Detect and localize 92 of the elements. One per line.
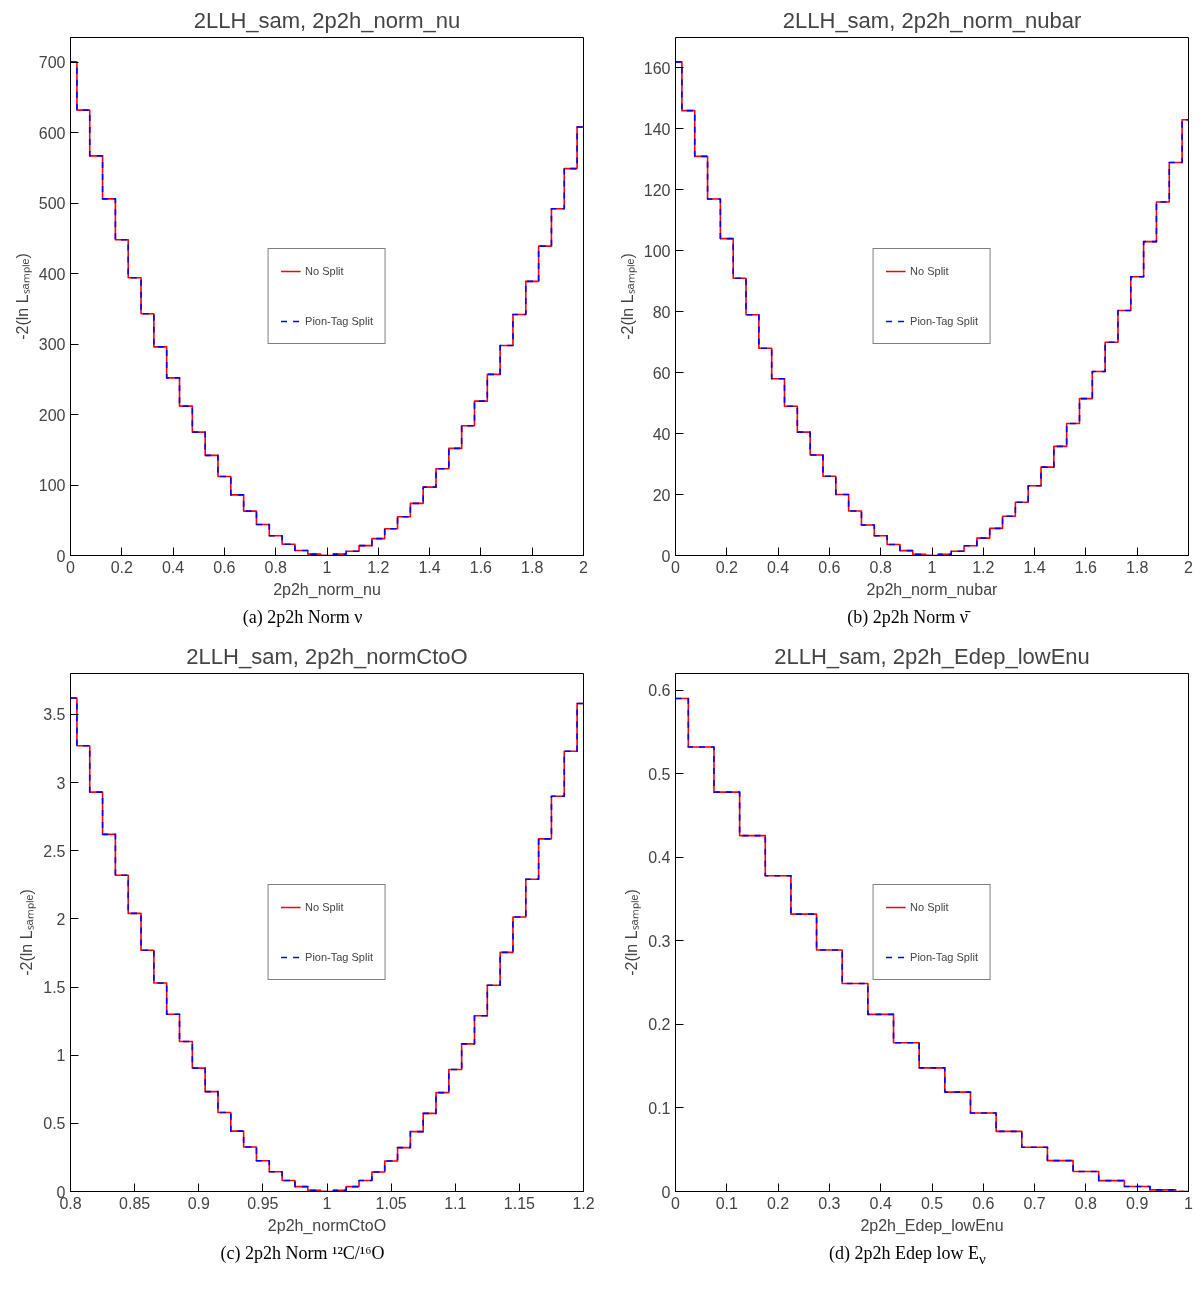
y-tick-label: 3 [56, 774, 66, 792]
x-tick-label: 0.3 [818, 1194, 841, 1212]
y-tick-label: 120 [643, 181, 671, 199]
y-axis-title: -2(ln Lₛₐₘₚₗₑ) [18, 888, 37, 976]
x-tick-label: 0.6 [818, 558, 841, 576]
legend-label: No Split [305, 900, 344, 913]
text: (c) 2p2h Norm ¹²C/¹⁶O [220, 1241, 385, 1265]
text: (d) 2p2h Edep low E$_{ν}$ [829, 1241, 986, 1269]
x-tick-label: 0.9 [187, 1194, 210, 1212]
legend-label: Pion-Tag Split [910, 315, 978, 327]
x-tick-label: 0.2 [715, 558, 739, 576]
x-axis-title: 2p2h_Edep_lowEnu [860, 1216, 1004, 1235]
x-axis-title: 2p2h_norm_nubar [866, 580, 999, 599]
x-tick-label: 1.05 [375, 1194, 407, 1212]
x-tick-label: 1 [927, 558, 937, 576]
x-axis-title: 2p2h_norm_nu [273, 580, 381, 599]
x-tick-label: 1 [322, 1194, 332, 1212]
chart-title: 2LLH_sam, 2p2h_norm_nubar [782, 7, 1082, 33]
x-tick-label: 0.2 [110, 558, 134, 576]
y-tick-label: 700 [38, 54, 66, 72]
y-tick-label: 140 [643, 120, 671, 138]
y-tick-label: 0.4 [648, 849, 671, 867]
x-tick-label: 1.8 [1126, 558, 1149, 576]
x-tick-label: 0.4 [161, 558, 185, 576]
y-tick-label: 0.2 [648, 1016, 671, 1034]
y-tick-label: 0.3 [648, 932, 671, 950]
x-tick-label: 0.1 [715, 1194, 739, 1212]
x-tick-label: 0.7 [1023, 1194, 1046, 1212]
legend-label: No Split [910, 900, 949, 913]
x-tick-label: 1.4 [418, 558, 441, 576]
x-tick-label: 1 [1184, 1194, 1194, 1212]
x-tick-label: 1.8 [521, 558, 544, 576]
x-tick-label: 2 [1184, 558, 1194, 576]
x-tick-label: 0.2 [766, 1194, 790, 1212]
y-tick-label: 160 [643, 59, 671, 77]
y-tick-label: 0.6 [648, 681, 671, 699]
y-tick-label: 600 [38, 124, 66, 142]
legend-label: Pion-Tag Split [305, 315, 373, 327]
y-axis-title: -2(ln Lₛₐₘₚₗₑ) [13, 253, 32, 340]
x-tick-label: 1.1 [444, 1194, 467, 1212]
y-tick-label: 0.5 [648, 765, 671, 783]
x-tick-label: 1.2 [972, 558, 995, 576]
x-tick-label: 0.8 [1074, 1194, 1098, 1212]
x-tick-label: 0.9 [1126, 1194, 1149, 1212]
y-axis-title: -2(ln Lₛₐₘₚₗₑ) [623, 888, 642, 976]
x-tick-label: 0.6 [213, 558, 236, 576]
legend-label: Pion-Tag Split [910, 950, 978, 963]
text: (a) 2p2h Norm ν [242, 606, 363, 629]
y-tick-label: 3.5 [43, 706, 66, 724]
x-tick-label: 1 [322, 558, 332, 576]
x-tick-label: 1.2 [367, 558, 390, 576]
x-tick-label: 0.8 [264, 558, 287, 576]
y-tick-label: 300 [38, 336, 66, 354]
chart-title: 2LLH_sam, 2p2h_Edep_lowEnu [774, 643, 1090, 669]
y-tick-label: 500 [38, 195, 66, 213]
x-tick-label: 0.5 [920, 1194, 944, 1212]
x-tick-label: 0.4 [869, 1194, 892, 1212]
y-tick-label: 100 [643, 242, 671, 260]
legend-label: No Split [305, 265, 344, 277]
x-axis-title: 2p2h_normCtoO [267, 1216, 387, 1235]
y-tick-label: 200 [38, 406, 66, 424]
x-tick-label: 1.2 [572, 1194, 595, 1212]
y-tick-label: 0 [661, 547, 671, 565]
y-tick-label: 2.5 [43, 842, 66, 860]
y-tick-label: 20 [652, 486, 671, 504]
y-tick-label: 1 [56, 1046, 66, 1064]
x-tick-label: 1.15 [503, 1194, 536, 1212]
x-tick-label: 1.6 [1074, 558, 1098, 576]
x-tick-label: 0.6 [972, 1194, 995, 1212]
legend-label: Pion-Tag Split [305, 950, 373, 963]
y-tick-label: 1.5 [43, 978, 66, 996]
x-tick-label: 1.6 [469, 558, 493, 576]
chart-title: 2LLH_sam, 2p2h_norm_nu [193, 7, 461, 33]
x-tick-label: 1.4 [1023, 558, 1046, 576]
y-tick-label: 0.1 [648, 1099, 671, 1117]
y-tick-label: 80 [652, 303, 671, 321]
y-tick-label: 400 [38, 265, 66, 283]
y-tick-label: 0.5 [43, 1115, 66, 1133]
chart-title: 2LLH_sam, 2p2h_normCtoO [186, 643, 468, 669]
x-tick-label: 0.8 [869, 558, 892, 576]
x-tick-label: 0.4 [766, 558, 790, 576]
y-tick-label: 0 [661, 1183, 671, 1201]
x-tick-label: 0.95 [247, 1194, 279, 1212]
y-tick-label: 0 [56, 547, 66, 565]
y-tick-label: 2 [56, 910, 66, 928]
x-tick-label: 0.85 [119, 1194, 151, 1212]
y-axis-title: -2(ln Lₛₐₘₚₗₑ) [618, 253, 637, 340]
y-tick-label: 60 [652, 364, 671, 382]
y-tick-label: 40 [652, 425, 671, 443]
y-tick-label: 100 [38, 477, 66, 495]
x-tick-label: 2 [579, 558, 589, 576]
legend-label: No Split [910, 265, 949, 277]
